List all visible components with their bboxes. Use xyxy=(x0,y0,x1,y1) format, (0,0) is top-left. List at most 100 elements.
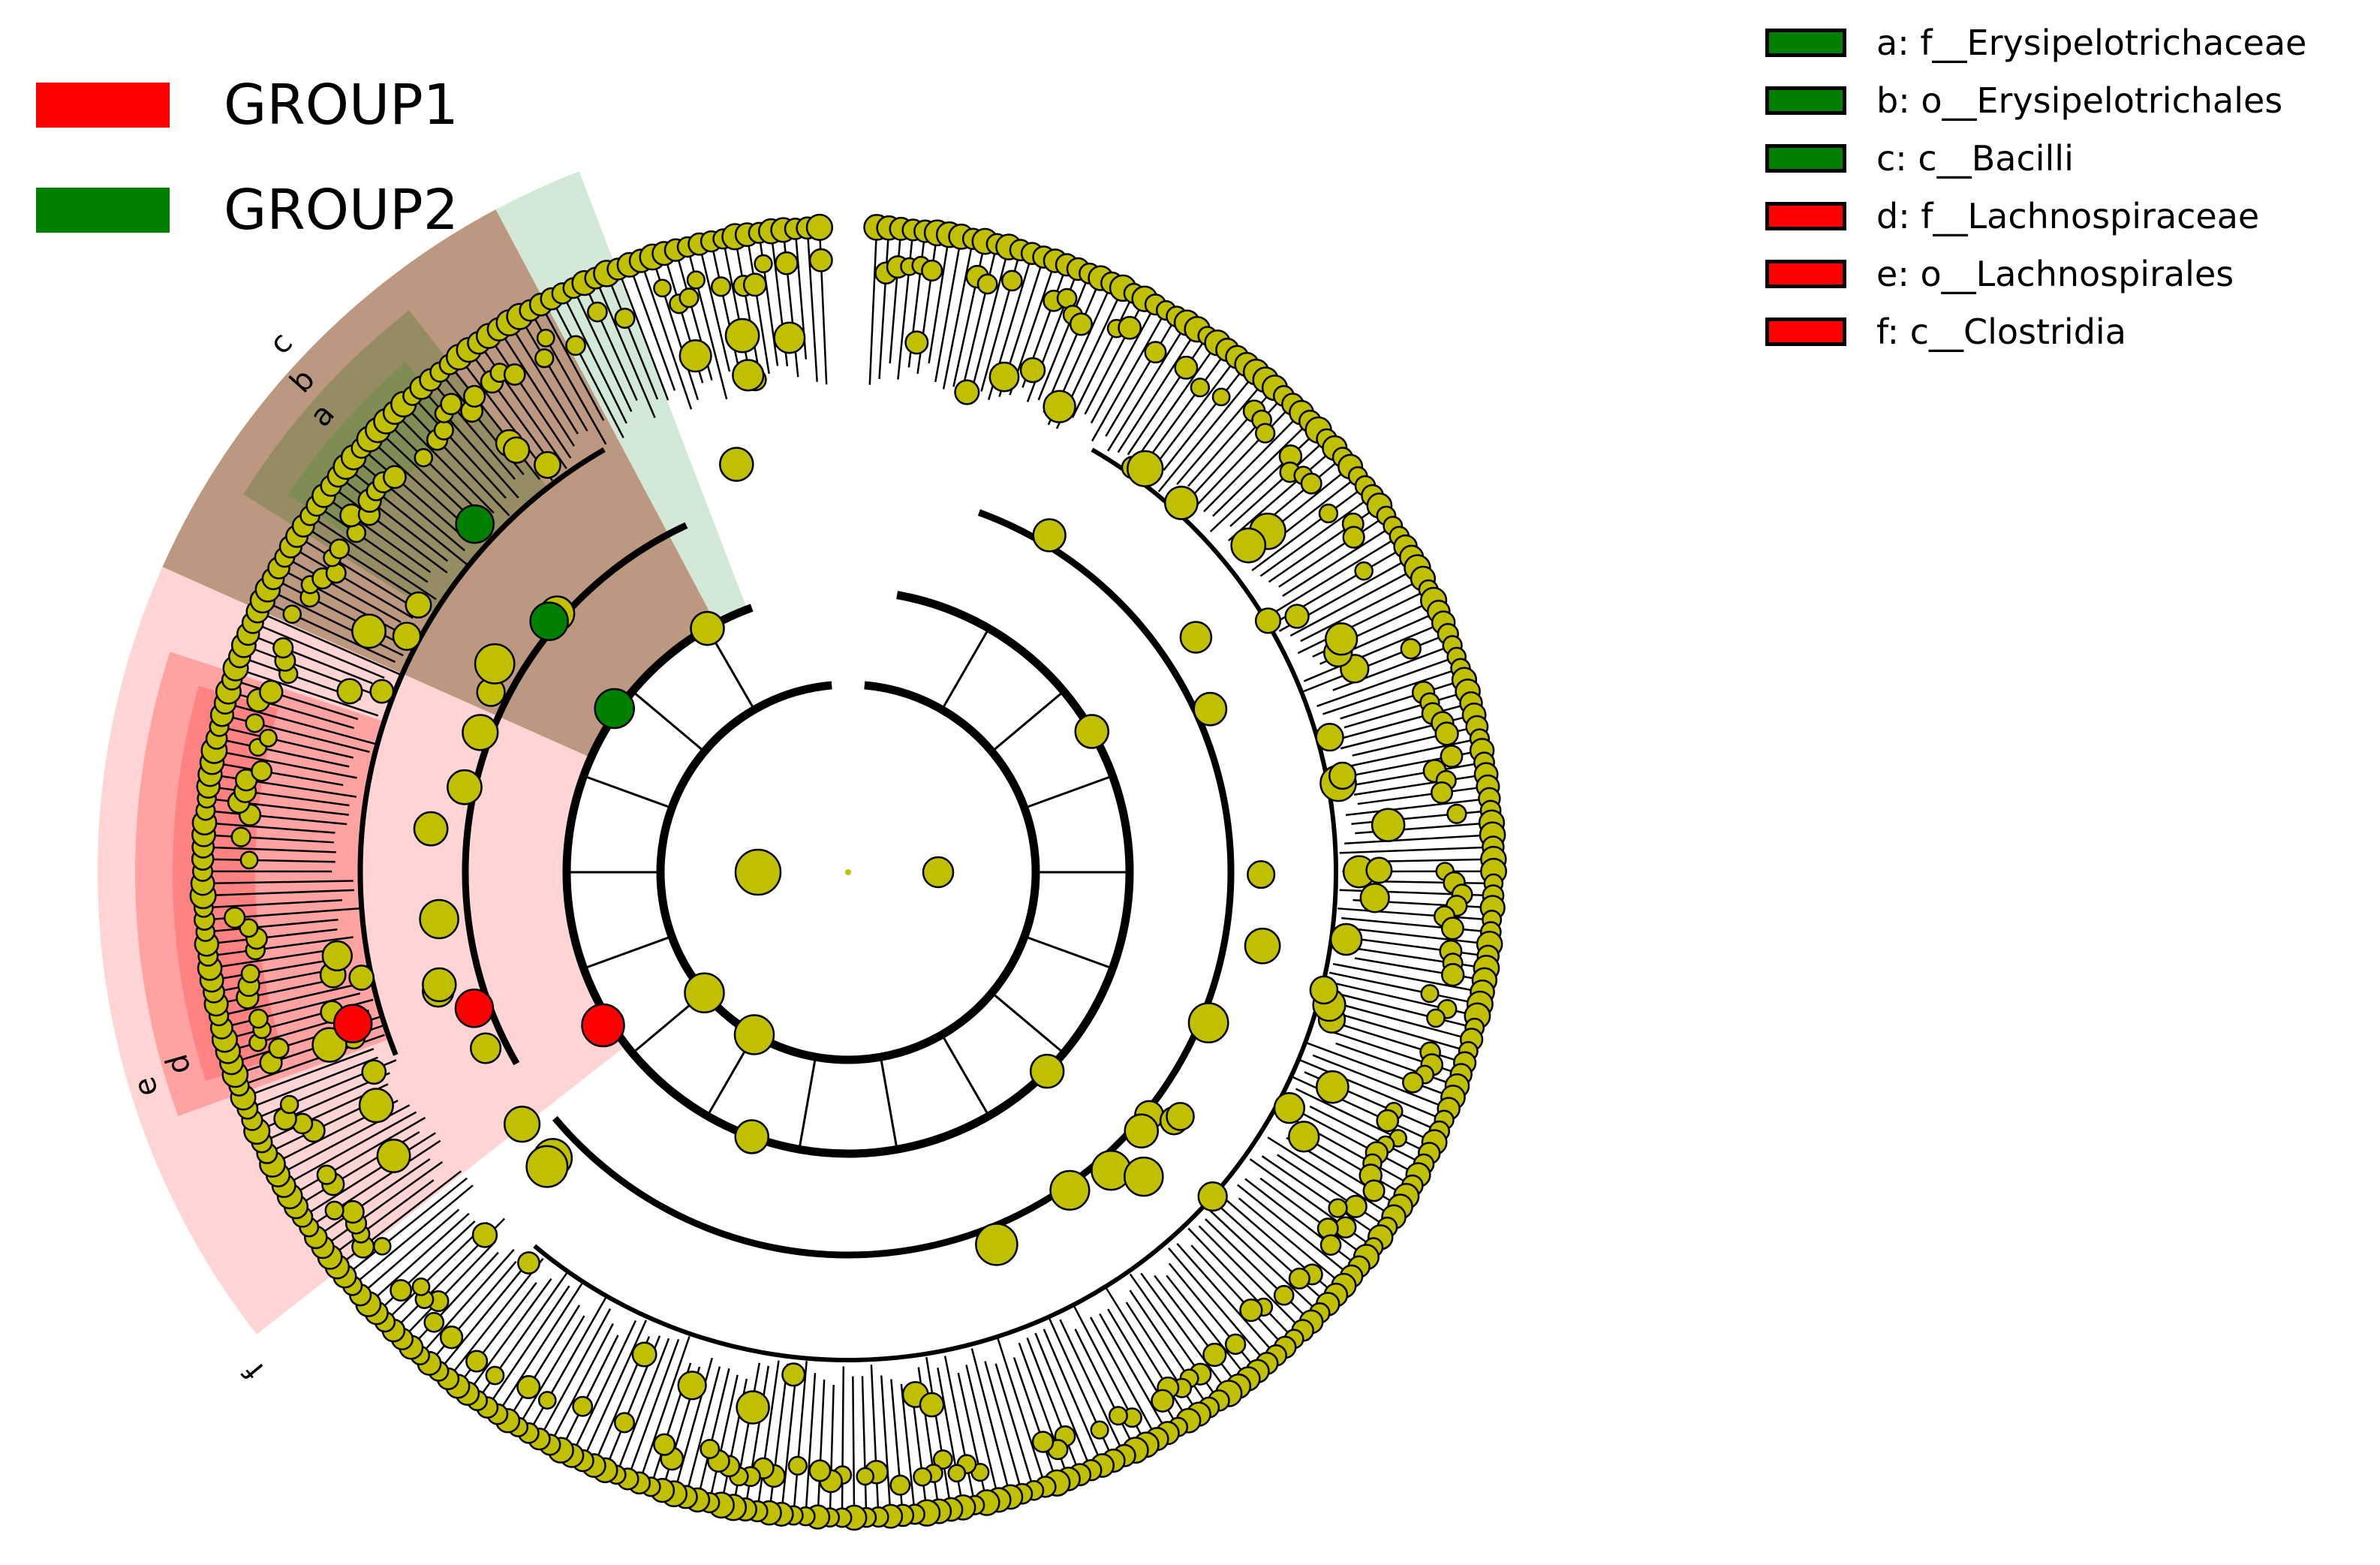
family-node xyxy=(1247,859,1276,889)
genus-node xyxy=(517,1251,540,1275)
species-node xyxy=(423,1311,445,1333)
species-node xyxy=(463,384,486,408)
genus-node xyxy=(988,361,1020,393)
species-node xyxy=(1273,1284,1295,1306)
genus-node xyxy=(348,965,375,991)
key-swatch-b xyxy=(1765,86,1846,115)
key-swatch-e xyxy=(1765,259,1846,288)
species-node xyxy=(1402,1071,1424,1094)
highlight-sectors xyxy=(97,171,748,1335)
species-node xyxy=(230,826,251,847)
class-node xyxy=(1029,1053,1065,1089)
genus-node xyxy=(369,679,395,704)
species-node xyxy=(536,329,555,348)
group2-label: GROUP2 xyxy=(224,178,459,242)
species-node xyxy=(248,1008,269,1029)
species-node xyxy=(414,448,434,468)
family-node xyxy=(1032,518,1067,552)
species-node xyxy=(1420,984,1440,1004)
species-node xyxy=(411,1278,431,1296)
species-node xyxy=(485,1365,505,1386)
genus-node xyxy=(376,1139,411,1173)
genus-node xyxy=(1359,883,1390,913)
species-node xyxy=(1239,1298,1263,1323)
key-label-e: e: o__Lachnospirales xyxy=(1876,253,2234,294)
family-node xyxy=(419,898,459,940)
class-node xyxy=(690,610,725,646)
genus-node xyxy=(336,678,363,705)
genus-node xyxy=(1316,1070,1349,1104)
species-node xyxy=(1434,721,1459,746)
biomarker-node-b xyxy=(529,601,569,642)
family-node xyxy=(1166,1102,1195,1131)
leaf-node xyxy=(805,213,834,241)
genus-node xyxy=(358,1088,394,1124)
key-label-a: a: f__Erysipelotrichaceae xyxy=(1876,22,2307,63)
family-node xyxy=(503,1106,541,1143)
key-row-e: e: o__Lachnospirales xyxy=(1765,245,2306,302)
genus-node xyxy=(1163,486,1199,520)
key-label-b: b: o__Erysipelotrichales xyxy=(1876,80,2283,121)
species-node xyxy=(224,906,246,929)
genus-node xyxy=(732,359,765,392)
genus-node xyxy=(471,1222,498,1248)
genus-node xyxy=(1230,527,1267,564)
biomarker-key-legend: a: f__Erysipelotrichaceae b: o__Erysipel… xyxy=(1765,14,2306,360)
species-node xyxy=(932,1449,953,1470)
family-node xyxy=(422,967,457,1003)
species-node xyxy=(1318,503,1339,524)
phylum-node xyxy=(734,848,782,896)
species-node xyxy=(279,1094,299,1115)
genus-node xyxy=(1309,975,1339,1005)
family-node xyxy=(470,1032,502,1064)
species-node xyxy=(1431,781,1454,805)
species-node xyxy=(742,272,767,297)
family-node xyxy=(1124,1156,1164,1197)
sector-letter-f: f xyxy=(237,1355,271,1386)
species-node xyxy=(686,270,706,290)
species-node xyxy=(1069,312,1093,336)
genus-node xyxy=(1371,808,1406,842)
species-node xyxy=(239,918,259,938)
species-node xyxy=(1343,1194,1368,1218)
genus-node xyxy=(1043,390,1076,423)
species-node xyxy=(587,301,608,323)
species-node xyxy=(316,1164,337,1185)
biomarker-node-d xyxy=(332,1004,373,1043)
group-legend-row-group1: GROUP1 xyxy=(36,53,459,158)
species-node xyxy=(1376,1109,1400,1133)
species-node xyxy=(976,273,998,295)
species-node xyxy=(787,1455,808,1476)
species-node xyxy=(775,251,799,275)
genus-node xyxy=(781,1362,806,1387)
species-node xyxy=(1362,1179,1386,1202)
species-node xyxy=(268,1037,290,1059)
family-node xyxy=(1124,1113,1160,1149)
species-node xyxy=(1440,745,1464,769)
family-node xyxy=(447,769,483,805)
species-node xyxy=(1354,561,1374,581)
genus-node xyxy=(361,1059,387,1085)
key-row-a: a: f__Erysipelotrichaceae xyxy=(1765,14,2306,71)
species-node xyxy=(856,1467,875,1486)
family-node xyxy=(1244,927,1281,965)
species-node xyxy=(1319,1234,1342,1256)
species-node xyxy=(921,259,943,281)
phylum-node xyxy=(733,1014,775,1055)
species-node xyxy=(565,335,586,357)
family-node xyxy=(719,447,754,482)
species-node xyxy=(1224,1333,1247,1356)
genus-node xyxy=(678,339,712,373)
key-row-d: d: f__Lachnospiraceae xyxy=(1765,187,2306,245)
key-swatch-d xyxy=(1765,201,1846,230)
species-node xyxy=(653,1433,676,1456)
species-node xyxy=(383,465,407,489)
phylum-node xyxy=(684,972,725,1013)
genus-node xyxy=(773,321,806,354)
key-row-f: f: c__Clostridia xyxy=(1765,302,2306,360)
species-node xyxy=(1144,341,1167,364)
group1-swatch xyxy=(36,83,170,128)
class-node xyxy=(734,1119,769,1154)
species-node xyxy=(245,713,265,733)
genus-node xyxy=(1127,450,1164,488)
